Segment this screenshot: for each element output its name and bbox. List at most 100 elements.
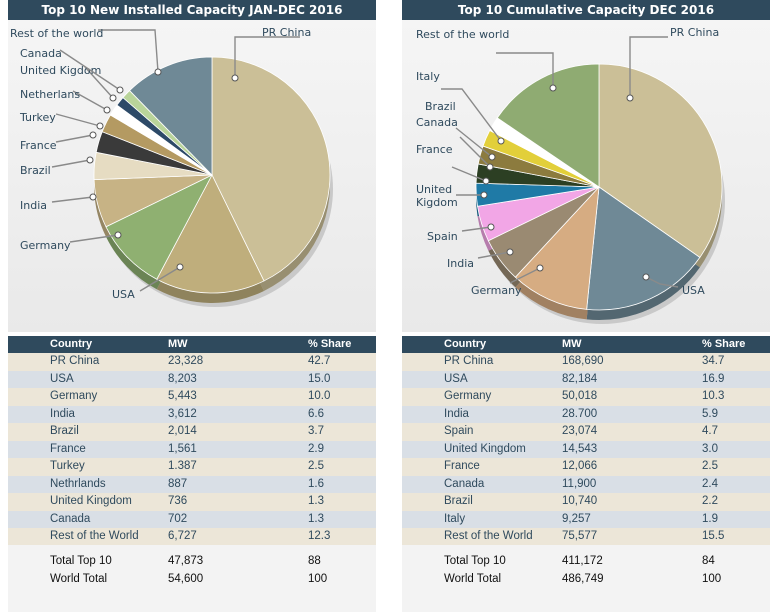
cell-mw: 702 bbox=[168, 512, 188, 525]
cell-mw: 9,257 bbox=[562, 512, 591, 525]
table-row: Turkey 1.387 2.5 bbox=[8, 458, 376, 476]
total-share: 88 bbox=[308, 555, 321, 567]
chart-title: Top 10 New Installed Capacity JAN-DEC 20… bbox=[8, 0, 376, 20]
leader-line-germany bbox=[509, 267, 541, 284]
cell-country: France bbox=[50, 442, 86, 455]
cell-country: Canada bbox=[444, 477, 485, 490]
cell-share: 10.0 bbox=[308, 390, 331, 402]
cell-share: 1.6 bbox=[308, 477, 324, 490]
total-mw: 411,172 bbox=[562, 555, 603, 567]
cell-share: 1.3 bbox=[308, 495, 324, 507]
cell-share: 1.3 bbox=[308, 512, 324, 525]
cell-share: 3.7 bbox=[308, 425, 324, 437]
total-mw: 54,600 bbox=[168, 573, 204, 585]
slice-label-rest-of-the-world: Rest of the world bbox=[416, 28, 509, 41]
total-label: Total Top 10 bbox=[444, 555, 506, 567]
leader-dot-usa bbox=[642, 273, 650, 281]
slice-label-india: India bbox=[447, 257, 474, 270]
cell-mw: 14,543 bbox=[562, 442, 598, 455]
header-mw: MW bbox=[562, 338, 582, 350]
leader-dot-united-kigdom bbox=[480, 191, 488, 199]
cell-mw: 12,066 bbox=[562, 460, 598, 472]
cell-mw: 1,561 bbox=[168, 442, 197, 455]
leader-dot-spain bbox=[487, 223, 495, 231]
cell-share: 2.9 bbox=[308, 442, 324, 455]
cell-country: Germany bbox=[444, 390, 492, 402]
pie-slice-rest-of-the-world bbox=[128, 56, 213, 176]
totals-area bbox=[402, 545, 770, 612]
slice-label-canada: Canada bbox=[20, 47, 62, 60]
table-row: Germany 50,018 10.3 bbox=[402, 388, 770, 406]
cell-country: Brazil bbox=[50, 425, 79, 437]
cell-country: Canada bbox=[50, 512, 91, 525]
header-country: Country bbox=[50, 338, 93, 350]
cell-country: Brazil bbox=[444, 495, 473, 507]
cell-mw: 3,612 bbox=[168, 407, 197, 420]
cell-country: India bbox=[50, 407, 75, 420]
slice-label-canada: Canada bbox=[416, 116, 458, 129]
leader-line-united-kigdom bbox=[84, 66, 114, 99]
cell-mw: 736 bbox=[168, 495, 188, 507]
cell-country: USA bbox=[444, 372, 468, 385]
total-share: 84 bbox=[702, 555, 715, 567]
panel-new-capacity: Top 10 New Installed Capacity JAN-DEC 20… bbox=[8, 0, 376, 612]
table-row: Rest of the World 75,577 15.5 bbox=[402, 528, 770, 546]
table-row: Spain 23,074 4.7 bbox=[402, 423, 770, 441]
slice-label-usa: USA bbox=[682, 284, 705, 297]
leader-dot-rest-of-the-world bbox=[154, 68, 162, 76]
leader-line-rest-of-the-world bbox=[496, 52, 554, 88]
leader-dot-india bbox=[89, 193, 97, 201]
leader-line-netherlans bbox=[72, 90, 108, 111]
leader-line-pr-china bbox=[234, 36, 300, 78]
table-header: Country MW % Share bbox=[8, 336, 376, 353]
leader-dot-rest-of-the-world bbox=[549, 84, 557, 92]
slice-label-brazil: Brazil bbox=[20, 164, 51, 177]
leader-line-germany bbox=[69, 234, 119, 243]
leader-dot-pr-china bbox=[231, 74, 239, 82]
table-row: United Kingdom 736 1.3 bbox=[8, 493, 376, 511]
cell-country: United Kingdom bbox=[50, 495, 132, 507]
pie-slice-pr-china bbox=[211, 56, 331, 282]
table-row: USA 82,184 16.9 bbox=[402, 370, 770, 388]
table-row: India 3,612 6.6 bbox=[8, 405, 376, 423]
cell-country: Nethrlands bbox=[50, 477, 106, 490]
cell-share: 42.7 bbox=[308, 355, 331, 367]
leader-line-pr-china bbox=[629, 36, 668, 98]
slice-label-turkey: Turkey bbox=[19, 111, 56, 124]
leader-line-rest-of-the-world bbox=[98, 29, 159, 73]
header-country: Country bbox=[444, 338, 487, 350]
total-label: World Total bbox=[444, 573, 502, 585]
leader-dot-india bbox=[506, 248, 514, 256]
cell-mw: 50,018 bbox=[562, 390, 598, 402]
cell-share: 4.7 bbox=[702, 425, 718, 437]
total-row: World Total 54,600 100 bbox=[8, 570, 376, 588]
leader-line-india bbox=[51, 196, 94, 203]
cell-share: 15.0 bbox=[308, 372, 331, 385]
leader-dot-italy bbox=[497, 137, 505, 145]
total-row: Total Top 10 47,873 88 bbox=[8, 552, 376, 570]
leader-line-brazil bbox=[51, 159, 91, 168]
header-mw: MW bbox=[168, 338, 188, 350]
leader-line-spain bbox=[461, 226, 492, 232]
cell-mw: 1.387 bbox=[168, 460, 197, 472]
cell-share: 1.9 bbox=[702, 512, 718, 525]
slice-label-pr-china: PR China bbox=[670, 26, 719, 39]
cell-share: 2.2 bbox=[702, 495, 718, 507]
slice-label-france: France bbox=[416, 143, 453, 156]
cell-mw: 10,740 bbox=[562, 495, 598, 507]
cell-country: Germany bbox=[50, 390, 98, 402]
leader-line-france bbox=[451, 166, 487, 182]
cell-country: United Kingdom bbox=[444, 442, 526, 455]
cell-mw: 23,328 bbox=[168, 355, 204, 367]
cell-mw: 28.700 bbox=[562, 407, 598, 420]
cell-mw: 2,014 bbox=[168, 425, 197, 437]
pie-slice-rest-of-the-world bbox=[496, 63, 600, 188]
leader-dot-brazil bbox=[488, 153, 496, 161]
cell-country: France bbox=[444, 460, 480, 472]
leader-dot-usa bbox=[176, 263, 184, 271]
totals-area bbox=[8, 545, 376, 612]
slice-label-italy: Italy bbox=[416, 70, 440, 83]
cell-country: Rest of the World bbox=[50, 530, 139, 542]
total-share: 100 bbox=[702, 573, 722, 585]
cell-country: PR China bbox=[50, 355, 100, 367]
